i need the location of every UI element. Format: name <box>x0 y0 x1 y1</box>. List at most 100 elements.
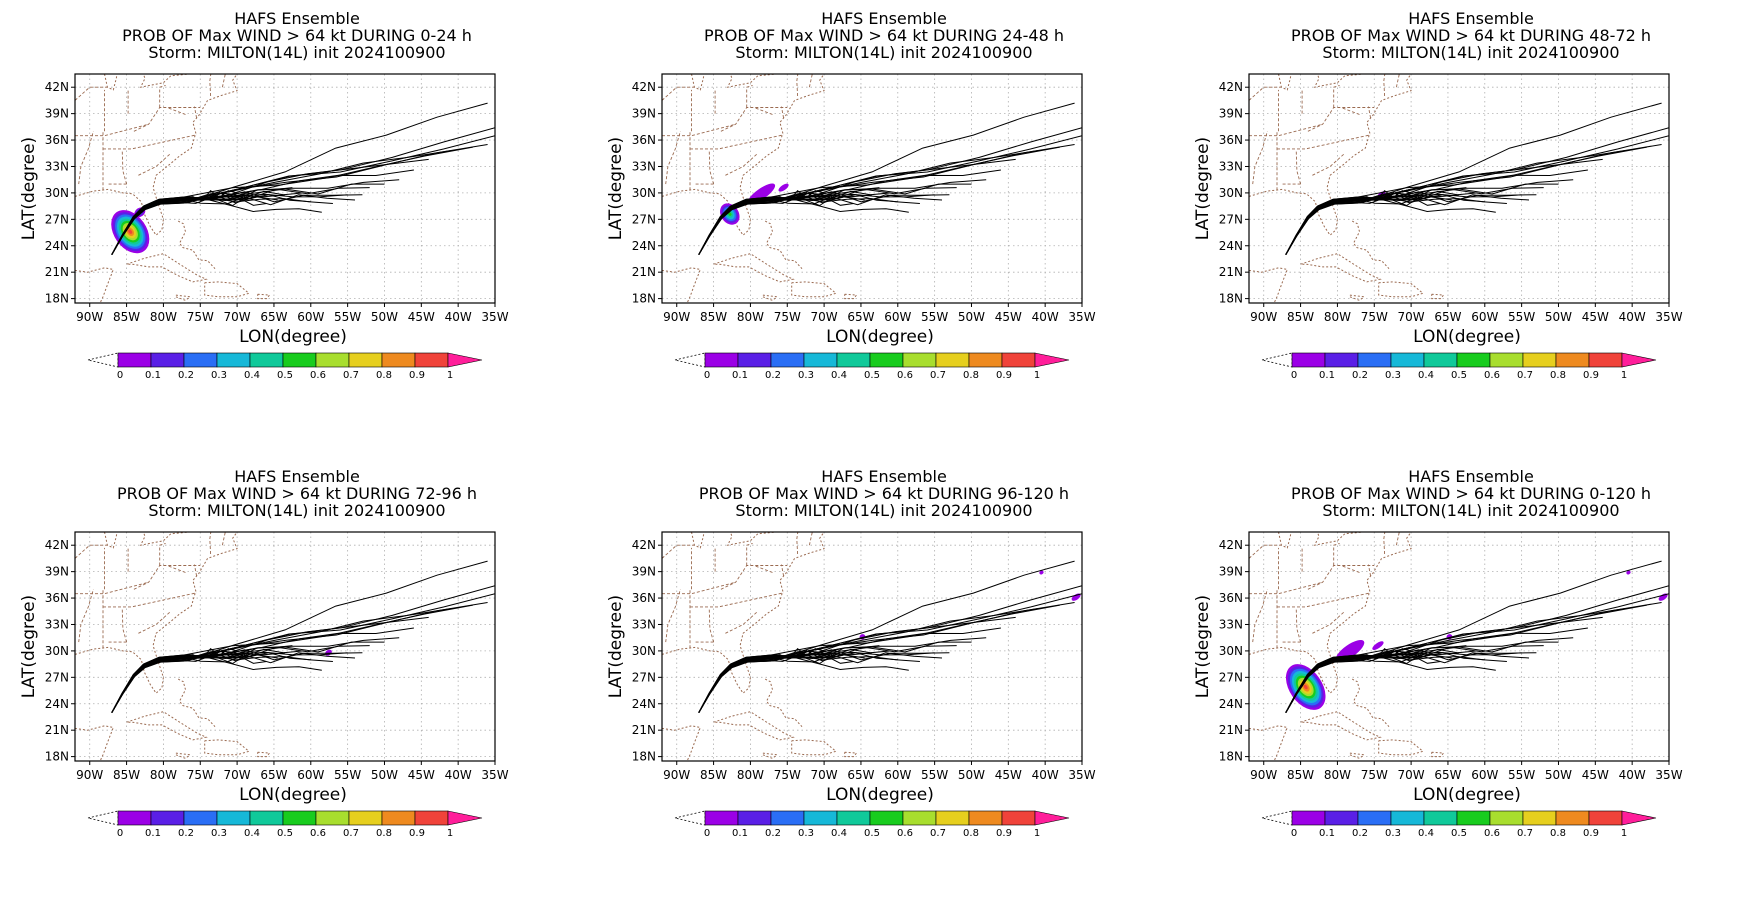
state-border <box>1367 564 1372 577</box>
coastline <box>1300 711 1382 741</box>
x-tick-label: 50W <box>1545 768 1572 782</box>
chart-panel: HAFS Ensemble PROB OF Max WIND > 64 kt DU… <box>1174 0 1761 458</box>
coastline <box>1349 752 1366 759</box>
ensemble-tracks <box>698 102 1082 255</box>
chart-subtitle: PROB OF Max WIND > 64 kt DURING 48-72 h <box>1291 26 1651 45</box>
chart-title: HAFS Ensemble <box>234 467 360 486</box>
y-tick-label: 36N <box>45 133 69 147</box>
colorbar-segment <box>1291 810 1326 826</box>
colorbar-tick-label: 0.7 <box>343 370 359 381</box>
coastline <box>75 74 238 236</box>
ensemble-track <box>698 192 847 255</box>
x-tick-label: 55W <box>921 768 948 782</box>
coastline <box>257 751 271 758</box>
state-border <box>746 84 753 108</box>
colorbar-tick-label: 0.9 <box>996 370 1012 381</box>
state-border <box>166 565 186 573</box>
ensemble-track <box>698 650 847 713</box>
y-tick-label: 18N <box>1219 750 1243 764</box>
state-border <box>662 581 736 595</box>
colorbar-segment <box>869 352 904 368</box>
coastline <box>1378 739 1424 756</box>
colorbar-tick-label: 1 <box>1034 370 1040 381</box>
y-tick-label: 21N <box>45 265 69 279</box>
probability-cell <box>728 212 732 216</box>
y-tick-label: 36N <box>632 133 656 147</box>
colorbar-tick-label: 1 <box>1034 828 1040 839</box>
colorbar-tick-label: 0 <box>117 828 123 839</box>
x-tick-label: 65W <box>1434 310 1461 324</box>
x-tick-label: 55W <box>1508 310 1535 324</box>
state-border <box>1383 532 1386 555</box>
x-tick-label: 45W <box>995 768 1022 782</box>
x-tick-label: 70W <box>811 310 838 324</box>
y-tick-label: 21N <box>1219 265 1243 279</box>
state-border <box>1307 565 1375 590</box>
y-tick-label: 36N <box>632 591 656 605</box>
y-tick-label: 39N <box>1219 565 1243 579</box>
chart-panel: HAFS Ensemble PROB OF Max WIND > 64 kt DU… <box>0 0 587 458</box>
state-border <box>221 74 226 88</box>
ensemble-track <box>698 194 832 255</box>
state-border <box>665 131 681 185</box>
storm-label: Storm: MILTON(14L) init 2024100900 <box>1322 43 1619 62</box>
colorbar-segment <box>150 810 185 826</box>
colorbar-tick-label: 0.4 <box>244 828 260 839</box>
x-tick-label: 50W <box>958 768 985 782</box>
colorbar-segment <box>803 352 838 368</box>
coastline <box>791 739 837 756</box>
x-tick-label: 45W <box>408 768 435 782</box>
y-tick-label: 39N <box>1219 107 1243 121</box>
storm-label: Storm: MILTON(14L) init 2024100900 <box>735 501 1032 520</box>
state-border <box>808 532 813 546</box>
ensemble-track <box>1285 192 1434 255</box>
x-tick-label: 70W <box>1398 768 1425 782</box>
y-axis-label: LAT(degree) <box>19 595 39 698</box>
coastline <box>762 752 779 759</box>
colorbar-tick-label: 0.3 <box>1385 370 1401 381</box>
state-border <box>753 565 773 573</box>
x-tick-label: 60W <box>297 310 324 324</box>
coastline <box>662 725 701 761</box>
coastline <box>764 678 803 728</box>
colorbar-segment <box>1555 352 1590 368</box>
probability-cell <box>1372 641 1384 650</box>
colorbar-tick-label: 0.5 <box>277 828 293 839</box>
state-border <box>159 542 166 566</box>
chart-subtitle: PROB OF Max WIND > 64 kt DURING 0-120 h <box>1291 484 1651 503</box>
colorbar-under-arrow <box>1261 810 1293 826</box>
colorbar: 0 0.1 0.2 0.3 0.4 0.5 0.6 0.7 0.8 0.9 1 <box>1261 810 1657 839</box>
state-border <box>1395 532 1400 546</box>
colorbar-tick-label: 0.8 <box>376 828 392 839</box>
chart-panel: HAFS Ensemble PROB OF Max WIND > 64 kt DU… <box>587 458 1174 916</box>
storm-label: Storm: MILTON(14L) init 2024100900 <box>1322 501 1619 520</box>
x-tick-label: 45W <box>995 310 1022 324</box>
state-border <box>1295 607 1302 643</box>
y-axis-label: LAT(degree) <box>606 137 626 240</box>
probability-blob <box>111 210 150 254</box>
y-tick-label: 42N <box>45 538 69 552</box>
state-border <box>780 564 785 577</box>
colorbar-tick-label: 0.2 <box>178 828 194 839</box>
state-border <box>1395 74 1400 88</box>
state-border <box>725 610 759 634</box>
x-tick-label: 65W <box>260 310 287 324</box>
state-border <box>121 149 128 185</box>
colorbar-segment <box>381 810 416 826</box>
colorbar-tick-label: 0.1 <box>732 828 748 839</box>
state-border <box>1340 565 1360 573</box>
colorbar-tick-label: 0.6 <box>897 828 913 839</box>
colorbar-tick-label: 0.5 <box>1451 370 1467 381</box>
colorbar-tick-label: 0.5 <box>864 828 880 839</box>
ensemble-track <box>111 650 260 713</box>
x-tick-label: 90W <box>1250 310 1277 324</box>
ensemble-track <box>1285 194 1419 255</box>
x-tick-label: 40W <box>1619 310 1646 324</box>
y-tick-label: 42N <box>1219 538 1243 552</box>
x-tick-label: 85W <box>700 310 727 324</box>
coastline <box>1249 532 1412 694</box>
storm-label: Storm: MILTON(14L) init 2024100900 <box>735 43 1032 62</box>
x-tick-label: 85W <box>700 768 727 782</box>
colorbar-segment <box>1489 352 1524 368</box>
